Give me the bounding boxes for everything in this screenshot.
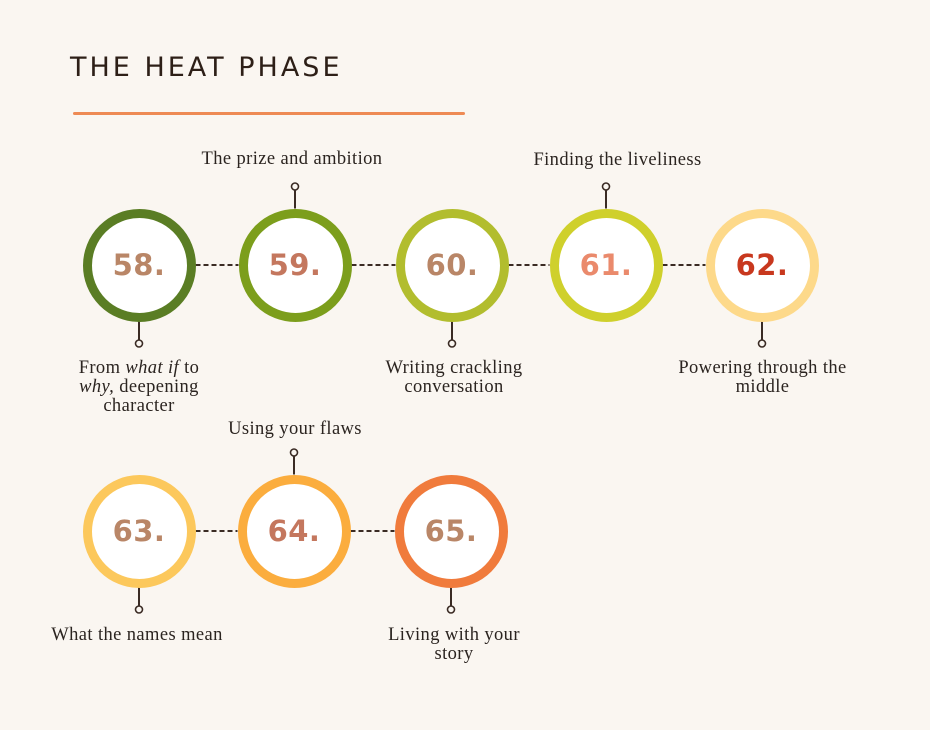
step-circle: 64. [237,474,351,588]
step-circle: 59. [238,208,352,322]
step-number: 63. [112,514,166,548]
step-number: 60. [425,248,479,282]
page-title: THE HEAT PHASE [70,52,343,83]
step-label: From what if to why, deepening character [60,359,218,416]
step-circle: 61. [549,208,663,322]
step-circle: 65. [394,474,508,588]
step-label: Living with your story [388,625,520,664]
step-label: What the names mean [51,625,223,645]
step-number: 65. [424,514,478,548]
step-label: Powering through the middle [678,358,847,397]
step-label: Using your flaws [228,419,362,439]
step-number: 62. [735,248,789,282]
stem-dot [134,339,144,348]
step-label: Finding the liveliness [533,150,702,170]
label-text: character [103,396,175,416]
title-underline [73,112,465,115]
stem-dot [757,339,767,348]
step-number: 59. [268,248,322,282]
stem-dot [447,339,457,348]
step-circle: 63. [82,474,196,588]
step-number: 64. [267,514,321,548]
stem-dot [446,605,456,614]
label-text: deepening [114,377,199,397]
step-circle: 58. [82,208,196,322]
step-circle: 62. [705,208,819,322]
label-text: From [78,358,126,378]
stem-dot [601,182,611,191]
label-emphasis: what if [125,358,180,378]
step-number: 61. [579,248,633,282]
step-label: Writing crackling conversation [385,358,523,397]
label-text: to [179,358,200,378]
stem-dot [289,448,299,457]
step-circle: 60. [395,208,509,322]
stem-dot [290,182,300,191]
step-label: The prize and ambition [201,149,383,169]
step-number: 58. [112,248,166,282]
label-emphasis: why, [79,377,115,397]
stem-dot [134,605,144,614]
